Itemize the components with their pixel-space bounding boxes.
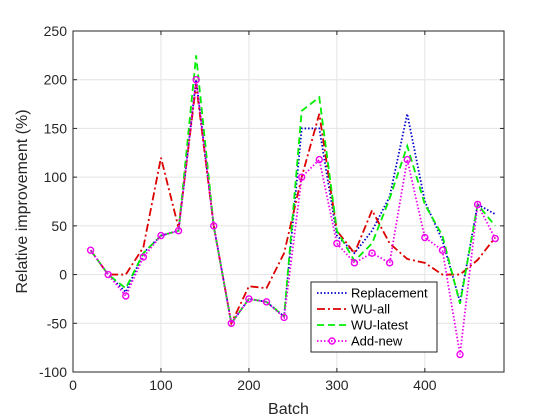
data-point-add-new [262,298,271,306]
plot-area-frame [72,30,505,373]
data-point-add-new [350,259,359,267]
data-point-add-new [297,173,306,181]
y-tick-label: 200 [44,72,68,88]
legend-label-wu-all: WU-all [351,302,390,317]
data-point-add-new [174,227,183,235]
data-point-add-new [333,239,341,248]
x-tick-label: 100 [149,377,173,393]
data-point-add-new [245,295,253,303]
y-tick-label: 50 [51,218,67,234]
data-point-add-new [210,222,218,230]
y-axis-label: Relative improvement (%) [14,109,31,293]
x-tick-label: 200 [237,377,261,393]
y-tick-label: 250 [44,23,68,39]
data-point-add-new [280,313,288,322]
legend-label-add-new: Add-new [351,334,403,349]
y-tick-label: 100 [44,169,68,185]
data-point-add-new [403,155,411,164]
data-point-add-new [491,234,499,243]
data-point-add-new [368,249,376,257]
series-line-wu-all [89,84,496,327]
data-point-add-new [438,246,447,254]
y-tick-label: 150 [44,120,68,136]
data-point-add-new [456,350,464,359]
data-point-add-new [157,231,165,240]
data-point-add-new [86,246,95,254]
axis-ticks: 0 100 200 300 400 -100 -50 0 50 100 150 200 250 [39,23,504,393]
data-point-add-new [122,292,130,300]
legend-label-wu-latest: WU-latest [351,318,408,333]
data-point-add-new [385,259,394,267]
data-point-add-new [104,270,112,279]
grid-layer [72,30,504,373]
series-layer [86,55,499,359]
legend-label-replacement: Replacement [351,286,428,301]
series-line-wu-latest [89,55,496,326]
y-tick-label: -50 [47,315,67,331]
x-tick-label: 300 [325,377,349,393]
y-tick-label: 0 [59,267,67,283]
data-point-add-new [139,253,148,261]
data-point-add-new [421,233,429,242]
data-point-add-new [315,155,323,164]
series-line-add-new [89,79,497,355]
y-tick-label: -100 [39,364,67,380]
data-point-add-new [473,200,482,209]
legend-marker-add-new [328,337,336,345]
x-tick-label: 400 [413,377,437,393]
x-axis-label: Batch [268,401,309,418]
data-point-add-new [227,319,236,327]
data-point-add-new [192,76,200,84]
x-tick-label: 0 [69,377,77,393]
